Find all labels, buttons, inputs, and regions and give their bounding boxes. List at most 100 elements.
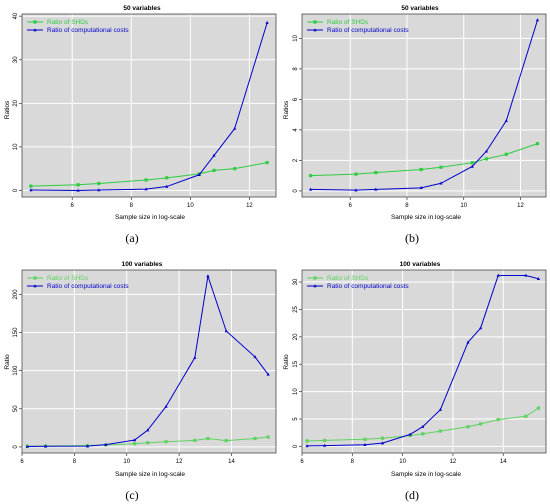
panel-b-xtick-label: 10	[460, 203, 467, 209]
panel-a-series-1-point	[144, 187, 148, 191]
panel-d-series-0-line	[307, 407, 539, 442]
panel-c-ytick-label: 150	[13, 327, 19, 338]
panel-b-series-0-point	[374, 171, 378, 175]
panel-c: 100 variables Sample size in log-scale R…	[4, 261, 277, 502]
panel-d-ytick-label: 10	[293, 388, 299, 395]
panel-a-legend-marker-0	[33, 20, 37, 24]
panel-a-ytick-label: 20	[13, 99, 19, 106]
panel-d-caption: (d)	[405, 488, 419, 502]
panel-a-title: 50 variables	[123, 5, 161, 12]
panel-d-xtick-label: 10	[399, 459, 406, 465]
panel-d-plot-area	[302, 270, 546, 453]
panel-d-title: 100 variables	[400, 261, 441, 268]
panel-b-series-0-point	[535, 142, 540, 146]
panel-d-series-0-point	[380, 436, 385, 440]
panel-b-series-1-point	[374, 187, 378, 191]
panel-c-series-0-point	[253, 436, 257, 441]
panel-a-series-1-point	[265, 20, 269, 24]
panel-d-series-1-point	[323, 443, 327, 447]
panel-d-ylabel: Ratio	[283, 354, 290, 370]
panel-d-ytick-label: 20	[293, 333, 299, 340]
panel-a-series-1-point	[197, 172, 201, 176]
panel-c-series-0-point	[266, 435, 270, 439]
panel-d-series-0-point	[305, 439, 309, 443]
panel-c-series-0-line	[27, 436, 269, 447]
panel-d-legend-label-0: Ratio of SHDs	[327, 275, 369, 282]
panel-a-series-1-point	[212, 153, 216, 157]
panel-b-series-1-point	[504, 118, 508, 122]
panel-d-frame	[301, 269, 547, 454]
panel-d-series-1-point	[478, 326, 483, 330]
panel-b-series-0-point	[504, 152, 508, 156]
panel-b-plot-area	[302, 14, 546, 197]
panel-b-series-1-point	[484, 149, 489, 153]
panel-c-series-1-point	[253, 355, 257, 359]
panel-a-ytick-label: 30	[13, 56, 19, 63]
panel-d-series-1-point	[421, 424, 425, 428]
panel-c-legend-marker-0	[33, 276, 37, 280]
panel-d-xtick-label: 6	[300, 459, 304, 465]
panel-c-series-1-point	[224, 329, 228, 333]
panel-c-series-1-point	[206, 274, 210, 278]
panel-b-ytick-label: 8	[293, 67, 299, 71]
panel-b-series-0-point	[354, 172, 358, 176]
panel-b-series-1-point	[535, 18, 540, 22]
panel-d-xtick-label: 8	[351, 459, 355, 465]
panel-c-frame	[21, 269, 277, 454]
panel-d-xtick-label: 12	[450, 459, 457, 465]
panel-b-legend-label-1: Ratio of computational costs	[327, 27, 409, 34]
panel-c-series-1-point	[25, 444, 29, 448]
panel-c-series-1-point	[193, 355, 197, 359]
panel-d-ytick-label: 5	[293, 417, 299, 421]
panel-b-series-0-point	[419, 167, 423, 172]
panel-b-ytick-label: 4	[293, 128, 299, 132]
panel-b-frame	[301, 13, 547, 198]
panel-b-series-1-point	[354, 188, 358, 192]
panel-d-series-1-point	[380, 441, 385, 445]
panel-a-xlabel: Sample size in log-scale	[115, 214, 185, 221]
panel-c-ytick-label: 200	[13, 289, 19, 300]
panel-d-series-0-point	[363, 437, 367, 441]
panel-c-series-0-point	[164, 440, 168, 444]
panel-d-series-0-point	[466, 425, 470, 429]
panel-c-legend-marker-1	[33, 284, 37, 288]
panel-d-legend-marker-0	[313, 276, 317, 280]
panel-c-caption: (c)	[125, 488, 138, 502]
panel-a-series-0-point	[165, 176, 169, 180]
panel-c-xtick-label: 14	[228, 459, 235, 465]
panel-d-ytick-label: 15	[293, 360, 299, 367]
panel-a-ylabel: Ratios	[4, 100, 11, 119]
panel-a-ytick-label: 10	[13, 143, 19, 150]
panel-b-legend-label-0: Ratio of SHDs	[327, 19, 369, 26]
panel-a-series-1-point	[165, 184, 169, 188]
panel-b-xlabel: Sample size in log-scale	[391, 214, 461, 221]
panel-d-series-1-point	[408, 432, 412, 436]
panel-c-plot-area	[22, 270, 276, 453]
panel-b-xtick-label: 12	[517, 203, 524, 209]
panel-a-xtick-label: 6	[71, 203, 75, 209]
panel-b-xtick-label: 8	[405, 203, 409, 209]
panel-a-xtick-label: 12	[246, 203, 253, 209]
panel-b-ytick-label: 2	[293, 158, 299, 162]
panel-d-series-1-point	[496, 273, 500, 277]
panel-d-xtick-label: 14	[500, 459, 507, 465]
panel-c-xtick-label: 6	[20, 459, 24, 465]
panel-c-series-1-point	[43, 444, 48, 448]
panel-c-series-1-line	[27, 275, 269, 448]
panel-a-xtick-label: 10	[187, 203, 194, 209]
panel-c-series-0-point	[146, 441, 150, 445]
panel-c-series-1-point	[104, 442, 108, 446]
panel-a-series-0-point	[97, 181, 101, 186]
panel-d-series-0-point	[496, 417, 500, 422]
panel-c-legend-label-1: Ratio of computational costs	[47, 283, 129, 290]
panel-d-series-0-point	[421, 432, 425, 436]
panel-d-series-0-point	[478, 422, 483, 426]
panel-c-xtick-label: 10	[123, 459, 130, 465]
panel-c-series-1-point	[132, 438, 137, 442]
panel-a-legend-marker-1	[33, 28, 37, 32]
panel-c-series-0-point	[132, 442, 137, 446]
panel-d-series-0-point	[438, 429, 442, 433]
panel-a-xtick-label: 8	[130, 203, 134, 209]
panel-c-ytick-label: 0	[13, 445, 19, 449]
panel-d-ytick-label: 25	[293, 305, 299, 312]
